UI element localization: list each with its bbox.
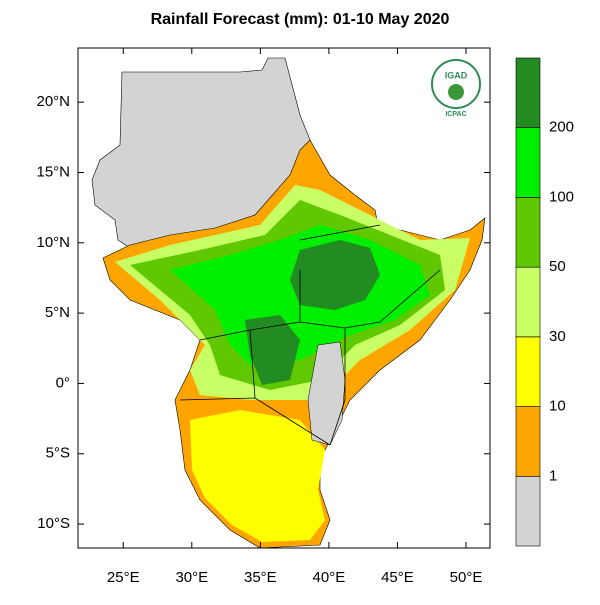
colorbar-box (515, 57, 541, 129)
country-borders (179, 224, 441, 446)
x-tick-label: 35°E (244, 569, 277, 586)
y-tick-label: 5°N (45, 304, 70, 321)
colorbar-box (515, 266, 541, 338)
x-tick-label: 45°E (381, 569, 414, 586)
rain-region-darkgreen (245, 240, 380, 385)
colorbar-label: 10 (549, 398, 566, 415)
y-tick-label: 10°S (37, 515, 70, 532)
y-tick-label: 15°N (36, 163, 70, 180)
colorbar-label: 30 (549, 328, 566, 345)
x-tick-label: 40°E (313, 569, 346, 586)
logo-globe (448, 84, 464, 100)
colorbar-label: 1 (549, 467, 557, 484)
colorbar-box (515, 127, 541, 198)
no-data-region-kenya (307, 341, 346, 446)
x-tick-label: 25°E (107, 569, 140, 586)
map-frame (77, 47, 491, 549)
x-tick-label: 30°E (175, 569, 208, 586)
colorbar-box (515, 336, 541, 407)
colorbar-box (515, 197, 541, 268)
title: Rainfall Forecast (mm): 01-10 May 2020 (151, 11, 450, 28)
y-tick-label: 5°S (46, 445, 70, 462)
rain-region-yellow (190, 410, 325, 542)
logo: IGAD ICPAC (431, 59, 481, 118)
colorbar-box (515, 406, 541, 477)
logo-org: ICPAC (445, 111, 466, 118)
y-tick-label: 20°N (36, 93, 70, 110)
colorbar-label: 200 (549, 119, 574, 136)
logo-name: IGAD (445, 70, 468, 80)
x-tick-label: 50°E (450, 569, 483, 586)
y-tick-label: 0° (56, 374, 70, 391)
map-area: IGAD ICPAC (77, 47, 491, 549)
y-tick-label: 10°N (36, 234, 70, 251)
colorbar-label: 50 (549, 258, 566, 275)
colorbar-box (515, 475, 541, 547)
colorbar-label: 100 (549, 188, 574, 205)
